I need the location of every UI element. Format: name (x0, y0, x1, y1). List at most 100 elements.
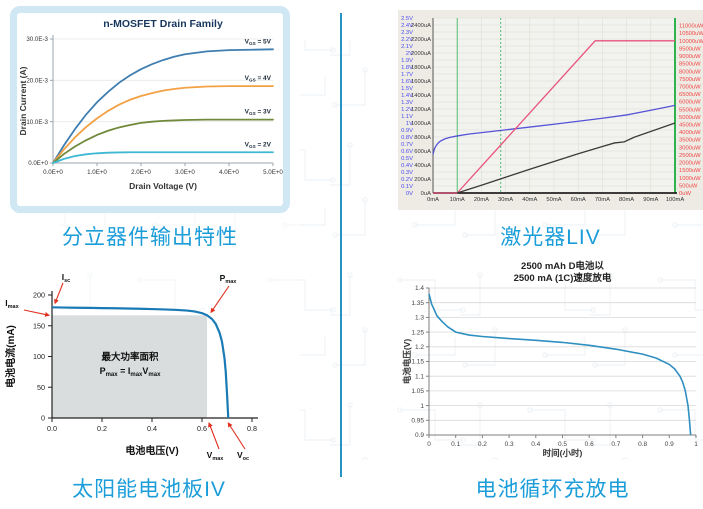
annotation-arrow-vmax (208, 422, 220, 450)
series-voltage (432, 104, 676, 155)
svg-text:1.7V: 1.7V (401, 72, 413, 78)
svg-text:1000uA: 1000uA (411, 121, 431, 127)
svg-text:1V: 1V (406, 121, 413, 127)
svg-text:2.0E+0: 2.0E+0 (131, 169, 151, 176)
svg-text:最大功率面积: 最大功率面积 (101, 351, 159, 363)
svg-text:1.5V: 1.5V (401, 86, 413, 92)
svg-text:1: 1 (420, 403, 424, 410)
svg-text:1.1V: 1.1V (401, 114, 413, 120)
svg-text:n-MOSFET Drain Family: n-MOSFET Drain Family (103, 18, 223, 30)
svg-text:50mA: 50mA (546, 197, 561, 203)
svg-text:6000uW: 6000uW (679, 100, 701, 106)
caption-liv: 激光器LIV (500, 226, 601, 249)
svg-text:0.95: 0.95 (411, 418, 424, 425)
series-VGS = 4V (52, 85, 274, 164)
svg-text:9500uW: 9500uW (679, 46, 701, 52)
svg-text:0: 0 (41, 414, 45, 423)
liv-chart: 2.5V2.4V2.3V2.2V2.1V2V1.9V1.8V1.7V1.6V1.… (398, 10, 703, 210)
svg-text:0.9: 0.9 (665, 441, 674, 448)
svg-text:3000uW: 3000uW (679, 145, 701, 151)
svg-text:7000uW: 7000uW (679, 84, 701, 90)
mosfet-plot: n-MOSFET Drain Family 0.0E+0 10.0E-3 20.0E-… (18, 18, 283, 191)
svg-text:电池电压(V): 电池电压(V) (125, 444, 178, 457)
svg-text:1.1: 1.1 (415, 373, 424, 380)
svg-text:1.2V: 1.2V (401, 107, 413, 113)
solar-plot: 0 50 100 150 200 0.0 0.2 0.4 0.6 0.8 电池电压(V) 电池电流(m… (4, 272, 258, 462)
svg-text:2.3V: 2.3V (401, 30, 413, 36)
solar-chart: 0 50 100 150 200 0.0 0.2 0.4 0.6 0.8 电池电压(V) 电池电流(m… (4, 272, 258, 462)
svg-text:2.5V: 2.5V (401, 16, 413, 22)
svg-text:Pmax: Pmax (220, 273, 238, 285)
panel-solar: 0 50 100 150 200 0.0 0.2 0.4 0.6 0.8 电池电压(V) 电池电流(m… (2, 268, 296, 462)
svg-text:30mA: 30mA (498, 197, 513, 203)
svg-text:1.8V: 1.8V (401, 65, 413, 71)
svg-text:0.0E+0: 0.0E+0 (43, 169, 63, 176)
svg-text:0.9V: 0.9V (401, 128, 413, 134)
svg-text:0.1V: 0.1V (401, 184, 413, 190)
svg-text:0.6: 0.6 (585, 441, 594, 448)
svg-text:1.15: 1.15 (411, 359, 424, 366)
svg-text:150: 150 (33, 321, 45, 330)
svg-text:2000uW: 2000uW (679, 161, 701, 167)
svg-text:Imax: Imax (5, 298, 19, 310)
svg-text:5.0E+0: 5.0E+0 (263, 169, 283, 176)
caption-solar: 太阳能电池板IV (72, 478, 226, 501)
svg-text:0.8: 0.8 (247, 424, 257, 433)
panel-battery: 2500 mAh D电池以 2500 mA (1C)速度放电 1.4 1.35 1.3 1… (402, 258, 703, 460)
svg-text:电池电压(V): 电池电压(V) (402, 339, 412, 385)
svg-text:0.5: 0.5 (558, 441, 567, 448)
svg-text:VGS = 5V: VGS = 5V (245, 38, 272, 46)
svg-text:1400uA: 1400uA (411, 93, 431, 99)
svg-text:0.6V: 0.6V (401, 149, 413, 155)
svg-text:40mA: 40mA (522, 197, 537, 203)
svg-text:100: 100 (33, 352, 45, 361)
svg-text:80mA: 80mA (619, 197, 634, 203)
svg-text:2000uA: 2000uA (411, 51, 431, 57)
svg-text:4000uW: 4000uW (679, 130, 701, 136)
svg-text:Pmax = ImaxVmax: Pmax = ImaxVmax (100, 366, 162, 378)
svg-text:1.2: 1.2 (415, 344, 424, 351)
svg-text:0.8: 0.8 (638, 441, 647, 448)
svg-text:1000uW: 1000uW (679, 176, 701, 182)
series-power (433, 40, 675, 194)
svg-text:0.3: 0.3 (505, 441, 514, 448)
svg-text:0uA: 0uA (421, 191, 431, 197)
svg-text:1.6V: 1.6V (401, 79, 413, 85)
svg-text:1.4: 1.4 (415, 285, 424, 292)
svg-text:0.1: 0.1 (451, 441, 460, 448)
svg-text:0: 0 (427, 441, 431, 448)
svg-text:600uA: 600uA (414, 149, 431, 155)
svg-text:0.9: 0.9 (415, 432, 424, 439)
annotation-arrow-pmax (210, 285, 230, 314)
svg-text:4.0E+0: 4.0E+0 (219, 169, 239, 176)
battery-discharge-curve (428, 293, 692, 436)
svg-text:10000uW: 10000uW (679, 39, 703, 45)
annotation-arrow-isc (54, 282, 64, 305)
panel-mosfet: n-MOSFET Drain Family 0.0E+0 10.0E-3 20.0E-… (10, 6, 290, 213)
svg-text:2400uA: 2400uA (411, 23, 431, 29)
panel-liv: 2.5V 2.4V 2.3V 2.2V 2.1V 2V 1.9V 1.8V 1.7V 1.6V 1.… (398, 10, 703, 210)
mosfet-chart: n-MOSFET Drain Family 0.0E+0 10.0E-3 20.0E-… (18, 18, 283, 191)
svg-text:800uA: 800uA (414, 135, 431, 141)
svg-text:0.7: 0.7 (611, 441, 620, 448)
caption-battery: 电池循环充放电 (475, 478, 630, 501)
svg-text:8500uW: 8500uW (679, 62, 701, 68)
vertical-divider (340, 13, 342, 477)
svg-text:0.8V: 0.8V (401, 135, 413, 141)
svg-text:VGS = 3V: VGS = 3V (245, 109, 272, 117)
series-VGS = 5V (52, 48, 274, 164)
svg-text:2500 mA (1C)速度放电: 2500 mA (1C)速度放电 (514, 272, 612, 284)
svg-text:2V: 2V (406, 51, 413, 57)
svg-text:1.25: 1.25 (411, 329, 424, 336)
svg-text:0.0E+0: 0.0E+0 (28, 160, 48, 167)
svg-text:1200uA: 1200uA (411, 107, 431, 113)
svg-text:70mA: 70mA (595, 197, 610, 203)
svg-text:500uW: 500uW (679, 183, 698, 189)
svg-text:100mA: 100mA (666, 197, 685, 203)
svg-text:1800uA: 1800uA (411, 65, 431, 71)
svg-text:0.2: 0.2 (97, 424, 107, 433)
series-VGS = 2V (52, 151, 274, 164)
svg-text:90mA: 90mA (643, 197, 658, 203)
svg-text:200: 200 (33, 291, 45, 300)
